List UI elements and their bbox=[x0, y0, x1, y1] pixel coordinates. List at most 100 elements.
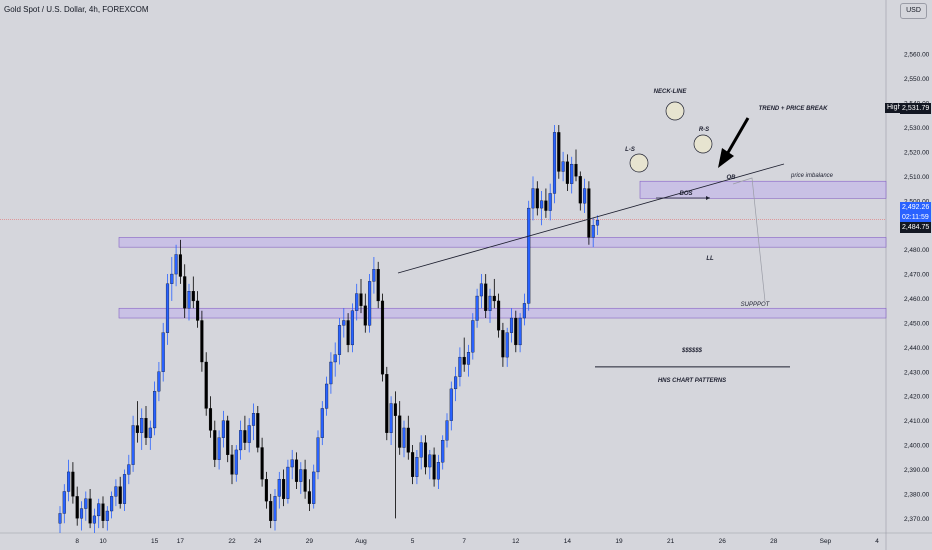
candle-body bbox=[200, 320, 204, 363]
currency-button[interactable]: USD bbox=[900, 3, 927, 19]
candle-body bbox=[346, 320, 350, 346]
candle-body bbox=[565, 161, 569, 184]
candle-body bbox=[578, 176, 582, 204]
candle-body bbox=[234, 449, 238, 475]
candle-body bbox=[247, 425, 251, 443]
candle-body bbox=[226, 420, 230, 455]
x-tick-label: 14 bbox=[564, 538, 572, 545]
candle-body bbox=[583, 188, 587, 204]
candle-body bbox=[445, 420, 449, 441]
candle-body bbox=[88, 498, 92, 524]
candle-body bbox=[183, 276, 187, 309]
price-imbalance-zone bbox=[639, 180, 887, 199]
candle-body bbox=[118, 486, 122, 504]
candle-body bbox=[67, 471, 71, 492]
candle-body bbox=[479, 283, 483, 297]
candle-body bbox=[161, 332, 165, 372]
left-shoulder-label: L-S bbox=[625, 147, 635, 153]
pattern-name-label: HNS CHART PATTERNS bbox=[657, 378, 727, 384]
candle-body bbox=[514, 317, 518, 346]
x-tick-label: 26 bbox=[719, 538, 727, 545]
y-tick-label: 2,420.00 bbox=[904, 394, 930, 401]
candle-body bbox=[466, 352, 471, 365]
x-tick-label: 10 bbox=[99, 538, 107, 545]
candle-body bbox=[415, 457, 419, 477]
candle-body bbox=[174, 254, 178, 275]
y-tick-label: 2,380.00 bbox=[904, 491, 930, 498]
candle-body bbox=[436, 462, 440, 480]
y-tick-label: 2,520.00 bbox=[904, 149, 930, 156]
candle-body bbox=[105, 510, 109, 521]
candle-body bbox=[587, 188, 591, 238]
candle-body bbox=[269, 501, 273, 521]
candle-body bbox=[325, 383, 329, 409]
candle-body bbox=[428, 454, 432, 468]
price-imbalance-label: price imbalance bbox=[790, 173, 834, 179]
x-tick-label: 24 bbox=[254, 538, 262, 545]
x-tick-label: 22 bbox=[228, 538, 236, 545]
candle-body bbox=[591, 225, 595, 238]
candle-body bbox=[368, 281, 372, 326]
support-label: SUPPPOT bbox=[740, 302, 770, 308]
candle-body bbox=[419, 442, 423, 458]
candle-body bbox=[110, 496, 114, 512]
candle-body bbox=[122, 474, 127, 504]
candle-body bbox=[290, 459, 294, 468]
candle-body bbox=[62, 491, 66, 514]
y-tick-label: 2,390.00 bbox=[904, 467, 930, 474]
candle-body bbox=[544, 200, 548, 211]
candle-body bbox=[196, 300, 200, 321]
candle-body bbox=[286, 466, 290, 499]
candle-body bbox=[79, 508, 84, 519]
candle-body bbox=[350, 310, 354, 346]
candle-body bbox=[355, 293, 359, 311]
candle-body bbox=[527, 207, 531, 304]
high-value-badge: 2,531.79 bbox=[900, 103, 932, 114]
candle-body bbox=[385, 374, 389, 433]
candle-body bbox=[170, 273, 174, 284]
y-tick-label: 2,560.00 bbox=[904, 52, 930, 59]
candle-body bbox=[363, 305, 367, 326]
retest-zone bbox=[118, 237, 887, 248]
candle-body bbox=[312, 471, 316, 504]
x-tick-label: 28 bbox=[770, 538, 778, 545]
candle-body bbox=[71, 471, 75, 497]
candle-body bbox=[475, 295, 479, 321]
candle-body bbox=[260, 447, 264, 480]
candle-body bbox=[131, 425, 135, 465]
candle-body bbox=[540, 200, 544, 209]
candle-body bbox=[402, 427, 406, 448]
candle-body bbox=[492, 295, 496, 302]
candle-body bbox=[462, 356, 466, 365]
ob-label: OB bbox=[726, 175, 736, 181]
candle-body bbox=[157, 371, 161, 392]
candle-body bbox=[144, 418, 148, 438]
x-tick-label: 12 bbox=[512, 538, 520, 545]
candle-body bbox=[127, 464, 131, 475]
candle-body bbox=[92, 515, 96, 524]
neck-line-label: NECK-LINE bbox=[653, 89, 687, 95]
candle-body bbox=[497, 300, 501, 331]
right-shoulder-circle bbox=[693, 134, 713, 154]
candle-body bbox=[299, 469, 303, 482]
candle-body bbox=[320, 408, 324, 438]
y-tick-label: 2,480.00 bbox=[904, 247, 930, 254]
right-shoulder-label: R-S bbox=[698, 127, 710, 133]
x-tick-label: Aug bbox=[355, 538, 367, 545]
candle-body bbox=[393, 403, 397, 416]
candle-body bbox=[570, 163, 574, 184]
current-price-badge: 2,492.26 bbox=[900, 202, 932, 213]
candle-body bbox=[208, 408, 213, 431]
candle-body bbox=[471, 320, 475, 353]
candle-body bbox=[230, 454, 234, 475]
candle-body bbox=[531, 188, 535, 209]
candle-body bbox=[316, 437, 320, 473]
y-tick-label: 2,530.00 bbox=[904, 125, 930, 132]
candle-body bbox=[411, 452, 415, 477]
x-tick-label: 5 bbox=[411, 538, 415, 545]
candle-body bbox=[458, 356, 462, 377]
candle-body bbox=[595, 220, 600, 226]
candle-body bbox=[135, 425, 139, 433]
projection-path bbox=[732, 177, 766, 302]
